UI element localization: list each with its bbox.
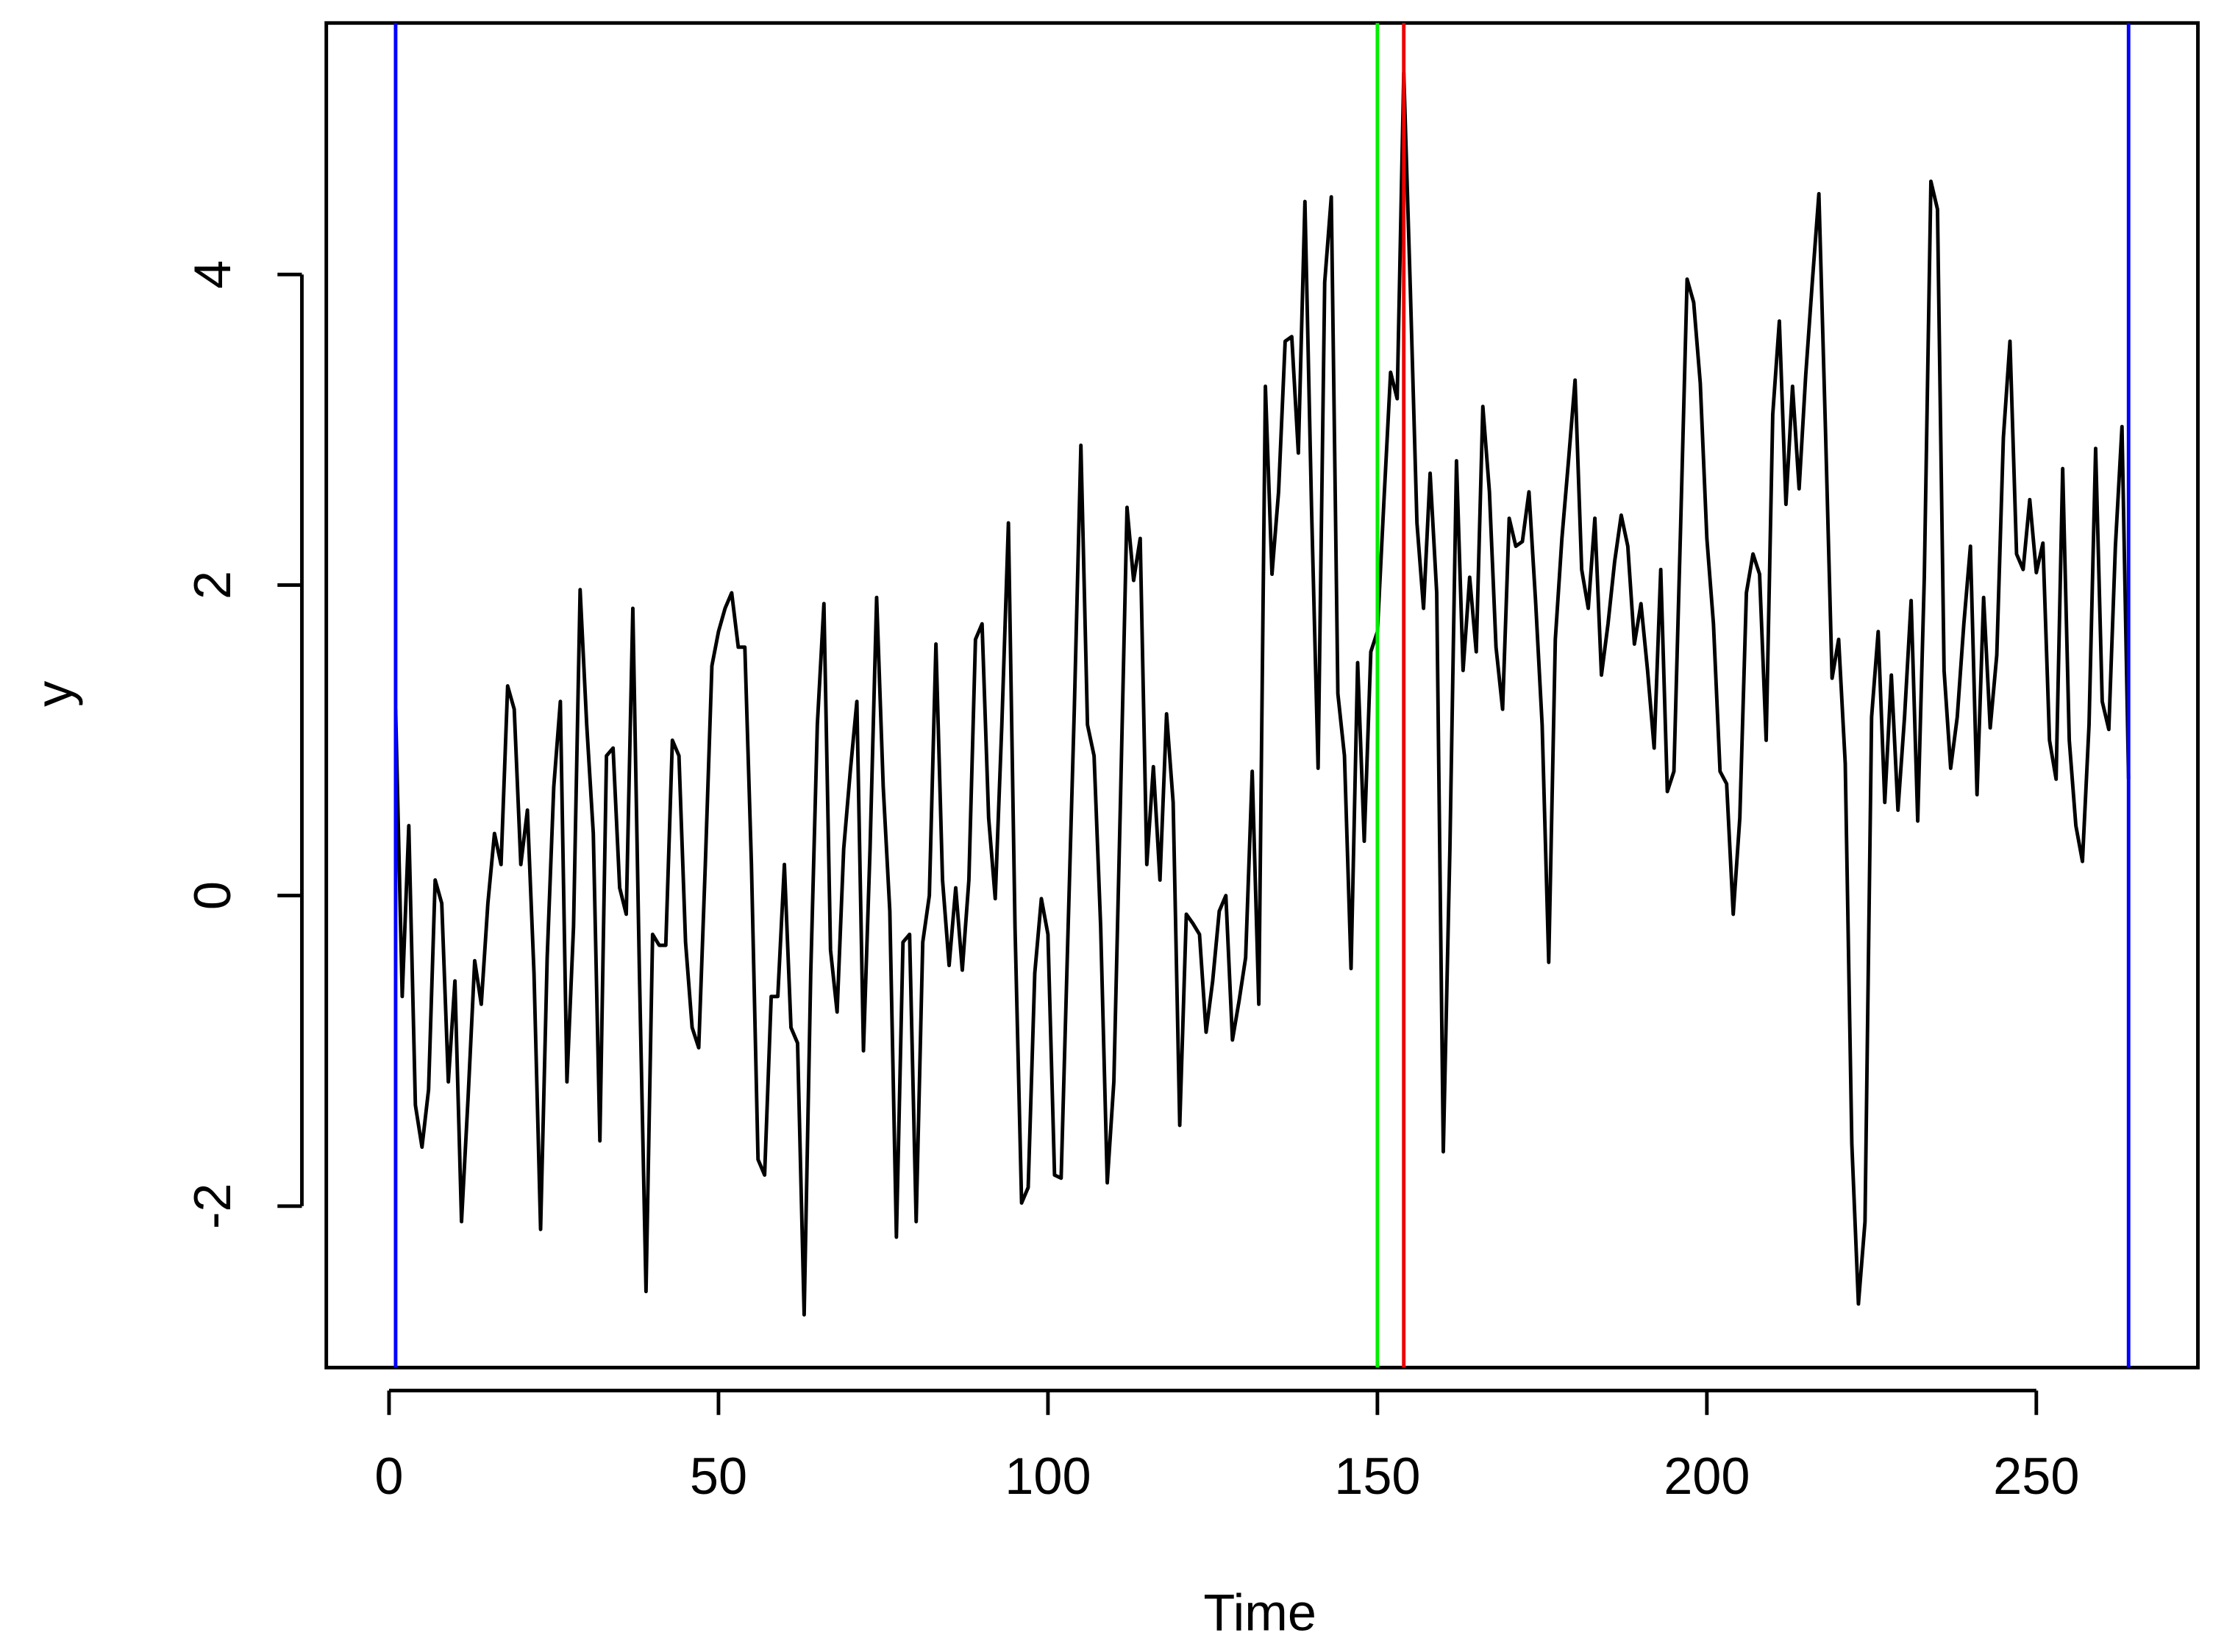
- x-tick-label: 200: [1664, 1447, 1750, 1505]
- x-tick-label: 150: [1334, 1447, 1420, 1505]
- series-line: [393, 71, 2131, 1317]
- x-tick-label: 0: [374, 1447, 403, 1505]
- plot-box: [324, 21, 2200, 1370]
- x-tick-label: 100: [1005, 1447, 1091, 1505]
- x-axis-label: Time: [1203, 1584, 1316, 1642]
- y-tick-label: 0: [183, 881, 241, 910]
- x-tick-label: 250: [1993, 1447, 2079, 1505]
- y-tick-label: -2: [183, 1183, 241, 1230]
- y-tick-label: 4: [183, 260, 241, 289]
- x-tick-label: 50: [690, 1447, 747, 1505]
- y-axis-label: y: [25, 680, 83, 707]
- y-tick-label: 2: [183, 571, 241, 599]
